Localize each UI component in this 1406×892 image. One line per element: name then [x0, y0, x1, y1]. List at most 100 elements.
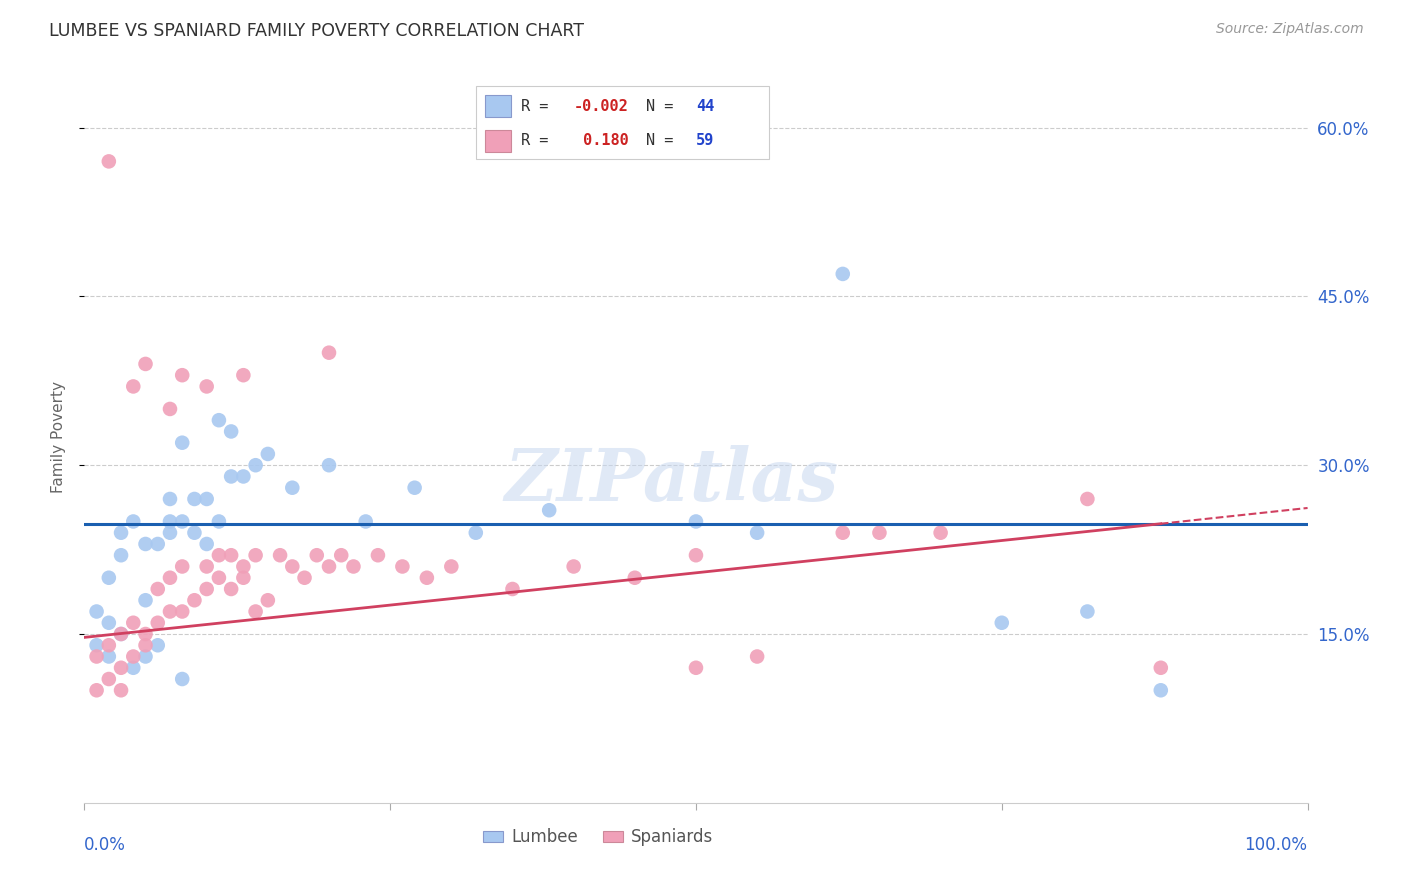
Point [208, 515, 231, 529]
Point [159, 571, 181, 585]
Point [831, 525, 853, 540]
Point [97, 154, 120, 169]
Point [281, 481, 304, 495]
Point [135, 627, 157, 641]
Point [135, 649, 157, 664]
Point [342, 559, 364, 574]
Point [110, 683, 132, 698]
Point [135, 593, 157, 607]
Text: LUMBEE VS SPANIARD FAMILY POVERTY CORRELATION CHART: LUMBEE VS SPANIARD FAMILY POVERTY CORREL… [49, 22, 585, 40]
Point [86, 649, 108, 664]
Point [135, 537, 157, 551]
Point [110, 548, 132, 562]
Point [232, 469, 254, 483]
Point [146, 537, 169, 551]
Point [146, 638, 169, 652]
Point [831, 267, 853, 281]
Point [281, 559, 304, 574]
Point [135, 357, 157, 371]
Point [159, 605, 181, 619]
Point [391, 559, 413, 574]
Point [172, 515, 194, 529]
Point [1150, 661, 1173, 675]
Point [110, 661, 132, 675]
Point [294, 571, 316, 585]
Point [86, 605, 108, 619]
Point [97, 638, 120, 652]
Point [685, 548, 707, 562]
Point [318, 458, 340, 473]
Point [624, 571, 647, 585]
Point [747, 525, 769, 540]
Point [1076, 491, 1098, 506]
Point [86, 638, 108, 652]
Point [318, 559, 340, 574]
Point [502, 582, 524, 596]
Point [183, 593, 205, 607]
Point [869, 525, 891, 540]
Point [208, 413, 231, 427]
Point [269, 548, 291, 562]
Point [122, 615, 145, 630]
Point [122, 661, 145, 675]
Point [219, 582, 242, 596]
Point [159, 401, 181, 416]
Point [172, 435, 194, 450]
Point [159, 525, 181, 540]
Point [159, 515, 181, 529]
Point [97, 649, 120, 664]
Legend: Lumbee, Spaniards: Lumbee, Spaniards [477, 822, 720, 853]
Y-axis label: Family Poverty: Family Poverty [51, 381, 66, 493]
Point [232, 571, 254, 585]
Point [257, 593, 280, 607]
Point [232, 559, 254, 574]
Point [195, 559, 218, 574]
Point [146, 615, 169, 630]
Point [135, 638, 157, 652]
Point [305, 548, 328, 562]
Point [404, 481, 426, 495]
Point [183, 525, 205, 540]
Point [219, 548, 242, 562]
Point [257, 447, 280, 461]
Point [195, 491, 218, 506]
Point [354, 515, 377, 529]
Point [367, 548, 389, 562]
Point [245, 605, 267, 619]
Point [110, 627, 132, 641]
Point [122, 379, 145, 393]
Point [122, 649, 145, 664]
Point [562, 559, 585, 574]
Point [1076, 605, 1098, 619]
Point [172, 672, 194, 686]
Point [183, 491, 205, 506]
Point [172, 605, 194, 619]
Point [146, 582, 169, 596]
Point [172, 368, 194, 383]
Point [991, 615, 1014, 630]
Point [110, 525, 132, 540]
Point [245, 458, 267, 473]
Text: 0.0%: 0.0% [84, 836, 127, 854]
Text: ZIPatlas: ZIPatlas [505, 445, 838, 516]
Point [685, 661, 707, 675]
Point [232, 368, 254, 383]
Point [538, 503, 561, 517]
Point [97, 672, 120, 686]
Point [172, 559, 194, 574]
Point [464, 525, 486, 540]
Point [195, 379, 218, 393]
Point [929, 525, 952, 540]
Point [440, 559, 463, 574]
Point [122, 515, 145, 529]
Point [330, 548, 353, 562]
Point [208, 571, 231, 585]
Point [318, 345, 340, 359]
Point [86, 683, 108, 698]
Point [416, 571, 439, 585]
Point [685, 515, 707, 529]
Point [110, 627, 132, 641]
Point [97, 571, 120, 585]
Point [219, 469, 242, 483]
Point [195, 537, 218, 551]
